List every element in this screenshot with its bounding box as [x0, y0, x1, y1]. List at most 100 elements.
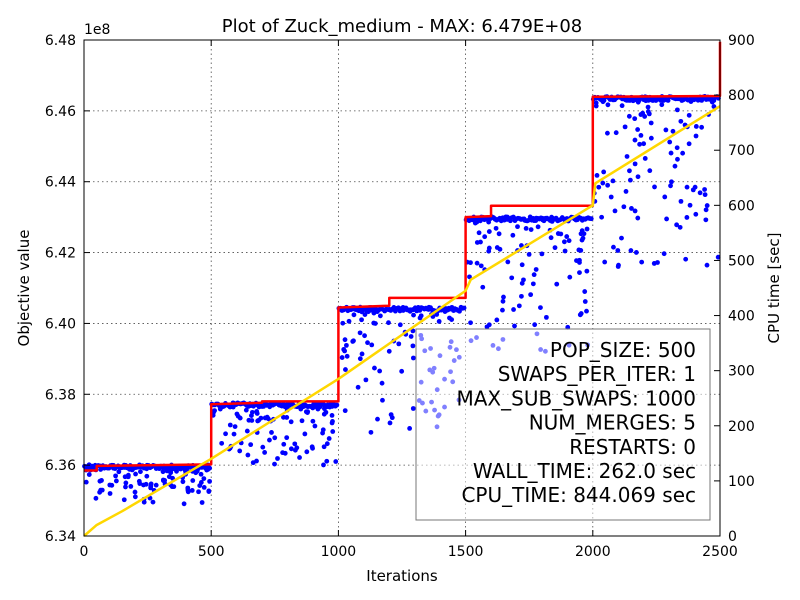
scatter-point	[279, 402, 284, 408]
scatter-point	[375, 416, 380, 422]
scatter-point	[693, 133, 699, 139]
scatter-point	[408, 334, 414, 339]
scatter-point	[410, 343, 416, 349]
scatter-point	[198, 480, 204, 485]
scatter-point	[558, 231, 564, 237]
scatter-point	[530, 281, 536, 287]
scatter-point	[678, 118, 684, 124]
scatter-point	[150, 499, 156, 505]
scatter-point	[246, 417, 252, 423]
scatter-point	[610, 178, 616, 184]
scatter-point	[661, 251, 667, 257]
scatter-point	[578, 311, 584, 316]
scatter-point	[632, 161, 638, 167]
scatter-point	[98, 467, 104, 472]
scatter-point	[623, 189, 629, 194]
y-tick-label: 6.36	[45, 458, 76, 474]
scatter-point	[219, 440, 225, 446]
scatter-point	[594, 173, 600, 178]
scatter-point	[315, 406, 321, 412]
y2-tick-label: 800	[728, 88, 755, 104]
scatter-point	[686, 112, 692, 118]
scatter-point	[526, 251, 532, 257]
scatter-point	[496, 231, 502, 237]
scatter-point	[380, 397, 385, 403]
scatter-point	[359, 317, 364, 323]
scatter-point	[292, 441, 298, 447]
scatter-point	[350, 339, 356, 344]
scatter-point	[645, 104, 651, 110]
scatter-point	[535, 224, 541, 230]
scatter-point	[516, 303, 522, 309]
scatter-point	[130, 466, 135, 471]
scatter-point	[400, 308, 406, 313]
scatter-point	[478, 263, 484, 269]
scatter-point	[543, 314, 549, 320]
scatter-point	[467, 274, 472, 280]
scatter-point	[647, 168, 653, 174]
y-tick-label: 6.46	[45, 104, 76, 120]
scatter-point	[162, 478, 168, 483]
scatter-point	[639, 259, 645, 265]
parameter-line: POP_SIZE: 500	[550, 338, 696, 362]
scatter-point	[302, 431, 308, 437]
scatter-point	[519, 280, 525, 286]
scatter-point	[141, 499, 147, 505]
y-tick-label: 6.38	[45, 387, 76, 403]
y2-tick-label: 300	[728, 364, 755, 380]
scatter-point	[635, 174, 641, 180]
scatter-point	[369, 342, 375, 348]
parameter-line: SWAPS_PER_ITER: 1	[498, 362, 696, 386]
scatter-point	[680, 150, 686, 156]
scatter-point	[321, 411, 327, 417]
scatter-point	[528, 292, 534, 298]
scatter-point	[500, 298, 506, 304]
scatter-point	[576, 247, 582, 253]
scatter-point	[538, 305, 543, 310]
scatter-point	[107, 491, 113, 496]
scatter-point	[668, 183, 673, 189]
scatter-point	[359, 309, 365, 315]
scatter-point	[702, 192, 708, 198]
scatter-point	[629, 206, 634, 211]
y2-tick-label: 200	[728, 419, 755, 435]
scatter-point	[588, 216, 594, 222]
scatter-point	[407, 425, 413, 431]
plot-frame	[83, 39, 721, 537]
scatter-point	[672, 163, 678, 169]
y-offset-text: 1e8	[84, 22, 110, 38]
scatter-point	[687, 202, 693, 208]
scatter-point	[365, 340, 370, 346]
scatter-point	[310, 445, 315, 451]
scatter-point	[648, 135, 654, 141]
scatter-point	[515, 224, 520, 230]
scatter-point	[512, 323, 517, 329]
scatter-point	[540, 217, 546, 223]
scatter-point	[532, 322, 538, 328]
scatter-point	[272, 461, 277, 467]
scatter-point	[201, 484, 207, 490]
scatter-point	[638, 133, 644, 138]
scatter-point	[637, 141, 643, 147]
scatter-point	[190, 478, 196, 483]
scatter-point	[121, 497, 127, 503]
scatter-point	[333, 459, 339, 464]
scatter-point	[605, 102, 611, 108]
scatter-point	[632, 208, 638, 214]
scatter-point	[180, 479, 186, 485]
scatter-point	[579, 217, 585, 223]
scatter-point	[574, 216, 580, 222]
scatter-point	[699, 124, 705, 130]
scatter-point	[113, 478, 119, 484]
scatter-point	[533, 267, 539, 272]
scatter-point	[549, 218, 555, 224]
scatter-point	[294, 445, 300, 451]
scatter-point	[593, 103, 599, 109]
scatter-point	[486, 229, 492, 234]
scatter-point	[386, 320, 391, 326]
scatter-point	[342, 408, 348, 414]
scatter-point	[344, 353, 350, 359]
scatter-point	[410, 355, 416, 361]
parameter-line: RESTARTS: 0	[569, 435, 696, 459]
